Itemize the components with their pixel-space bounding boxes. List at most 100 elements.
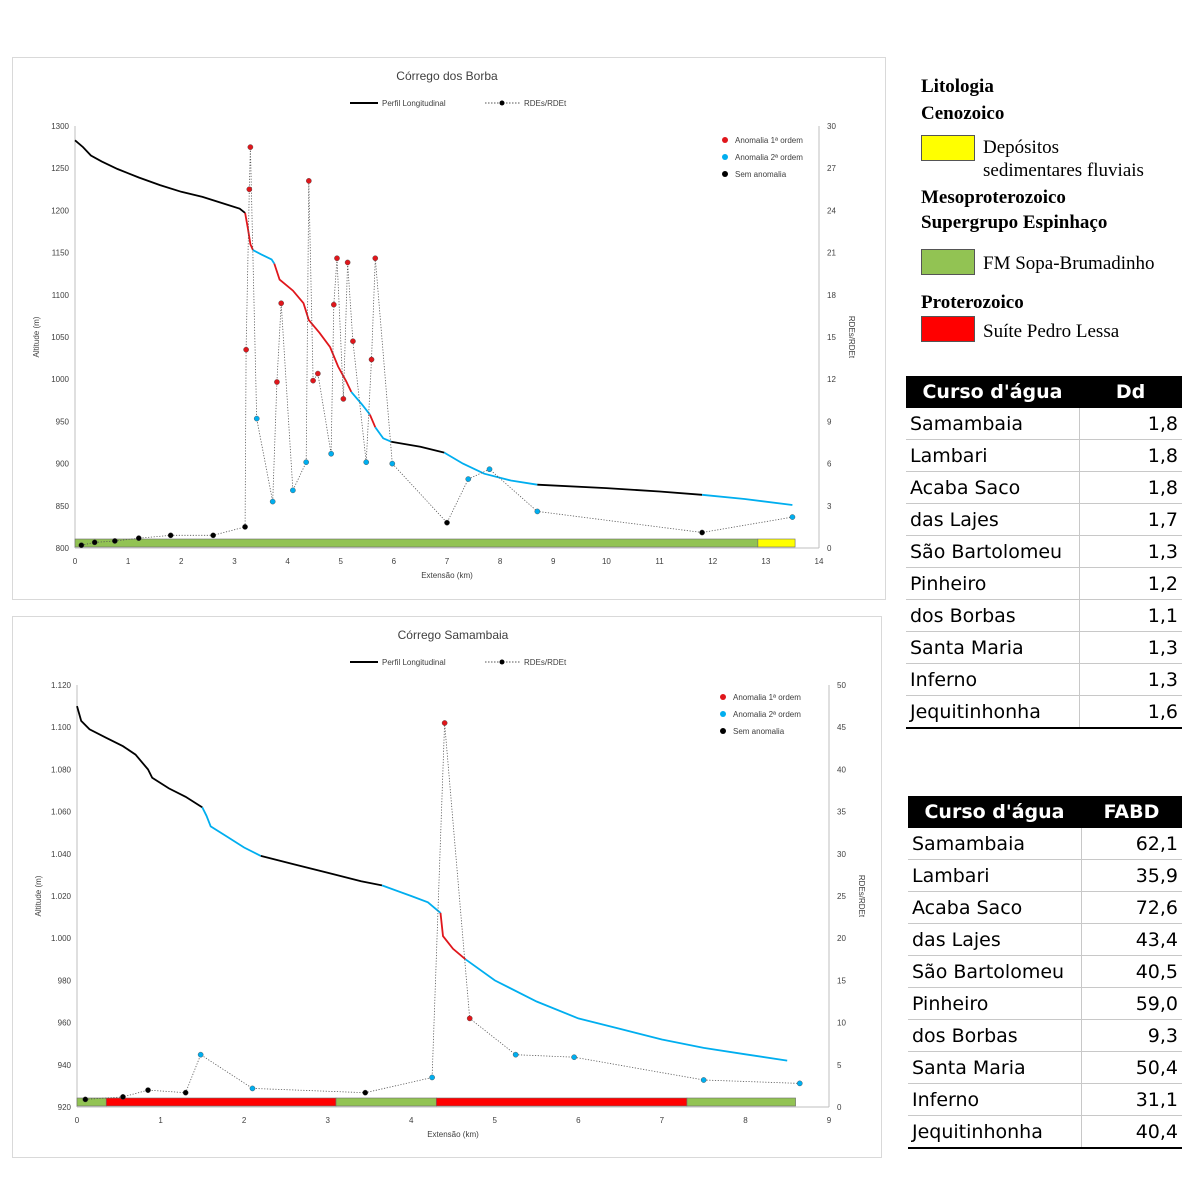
- table-dd-cell-name: Acaba Saco: [906, 471, 1079, 504]
- rde-point: [310, 377, 316, 384]
- table-dd-cell-name: São Bartolomeu: [906, 535, 1079, 568]
- rde-point: [269, 498, 276, 505]
- table-fabd-cell-name: Acaba Saco: [908, 891, 1081, 924]
- y-tick-label: 1.020: [51, 892, 72, 901]
- table-fabd-header-value: FABD: [1081, 796, 1182, 828]
- y2-tick-label: 18: [827, 291, 836, 300]
- legend-point-label: Anomalia 2ª ordem: [735, 153, 803, 162]
- rde-point: [210, 532, 216, 539]
- x-tick-label: 2: [179, 557, 184, 566]
- y-tick-label: 1.120: [51, 681, 72, 690]
- legend-rde-marker: [499, 100, 505, 106]
- profile-segment: [244, 212, 254, 251]
- x-tick-label: 6: [576, 1116, 581, 1125]
- y-tick-label: 950: [56, 417, 70, 426]
- legend-point-marker: [722, 171, 728, 177]
- y-tick-label: 900: [56, 460, 70, 469]
- table-dd-cell-name: Pinheiro: [906, 567, 1079, 600]
- lithology-bar-segment: [74, 538, 759, 548]
- table-dd-row: Inferno 1,3: [906, 663, 1182, 696]
- table-fabd: Curso d'água FABD Samambaia 62,1 Lambari 35…: [908, 796, 1182, 1149]
- x-tick-label: 3: [325, 1116, 330, 1125]
- rde-point: [700, 1077, 707, 1083]
- x-tick-label: 1: [126, 557, 131, 566]
- depositos-swatch: [921, 135, 975, 161]
- y2-tick-label: 50: [837, 681, 846, 690]
- y2-tick-label: 0: [837, 1103, 842, 1112]
- y-tick-label: 850: [56, 502, 70, 511]
- profile-segment: [252, 249, 276, 265]
- table-fabd-cell-value: 31,1: [1080, 1083, 1182, 1116]
- legend-point-label: Anomalia 1ª ordem: [733, 693, 801, 702]
- rde-point: [796, 1080, 803, 1087]
- sopa-swatch: [921, 249, 975, 275]
- table-fabd-cell-value: 40,5: [1080, 955, 1182, 988]
- x-tick-label: 11: [655, 557, 664, 566]
- profile-segment: [537, 483, 703, 496]
- y2-tick-label: 15: [827, 333, 836, 342]
- y2-tick-label: 15: [837, 976, 846, 985]
- table-fabd-cell-name: Samambaia: [908, 828, 1081, 860]
- y-tick-label: 1.000: [51, 934, 72, 943]
- rde-point: [389, 460, 396, 467]
- table-dd-cell-value: 1,3: [1078, 535, 1182, 568]
- y-tick-label: 1300: [51, 122, 69, 131]
- y-tick-label: 1.040: [51, 850, 72, 859]
- profile-segment: [439, 912, 467, 960]
- y-tick-label: 1150: [52, 249, 70, 258]
- legend-point-marker: [720, 711, 726, 717]
- y2-axis-label: RDEs/RDEt: [857, 875, 866, 918]
- rde-point: [278, 300, 284, 307]
- table-fabd-cell-name: Lambari: [908, 859, 1081, 892]
- table-dd-cell-value: 1,7: [1078, 503, 1182, 536]
- rde-point: [363, 459, 370, 465]
- table-fabd-row: Lambari 35,9: [908, 859, 1182, 892]
- chart-samambaia: Córrego Samambaia Perfil Longitudinal RDEs…: [34, 628, 866, 1139]
- profile-segment: [369, 414, 377, 428]
- depositos-label-1: Depósitos: [983, 137, 1059, 158]
- table-dd-row: dos Borbas 1,1: [906, 599, 1182, 632]
- rde-point: [306, 178, 312, 184]
- rde-point: [112, 538, 118, 544]
- table-dd-header: Curso d'água Dd: [906, 376, 1182, 408]
- table-fabd-cell-value: 62,1: [1080, 828, 1182, 860]
- x-tick-label: 6: [392, 557, 397, 566]
- litologia-title: Litologia: [921, 76, 994, 97]
- legend-rde-marker: [499, 659, 505, 665]
- table-dd-row: Santa Maria 1,3: [906, 631, 1182, 664]
- table-dd-row: das Lajes 1,7: [906, 503, 1182, 536]
- y2-tick-label: 10: [837, 1019, 846, 1028]
- profile-segment: [201, 806, 262, 857]
- y-tick-label: 1000: [51, 375, 69, 384]
- table-dd-cell-value: 1,8: [1078, 471, 1182, 504]
- y-tick-label: 980: [58, 976, 72, 985]
- rde-point: [290, 487, 296, 494]
- table-fabd-row: dos Borbas 9,3: [908, 1019, 1182, 1052]
- rde-point: [362, 1089, 369, 1096]
- rde-point: [182, 1089, 189, 1096]
- table-dd-cell-name: dos Borbas: [906, 599, 1079, 632]
- table-dd-row: São Bartolomeu 1,3: [906, 535, 1182, 568]
- rde-point: [534, 508, 541, 515]
- rde-point: [789, 514, 796, 520]
- rde-point: [334, 255, 340, 262]
- x-tick-label: 9: [551, 557, 556, 566]
- table-fabd-cell-name: Jequitinhonha: [908, 1115, 1081, 1149]
- table-dd-row: Jequitinhonha 1,6: [906, 695, 1182, 729]
- x-tick-label: 7: [660, 1116, 665, 1125]
- rde-point: [368, 356, 375, 363]
- table-dd-header-name: Curso d'água: [906, 376, 1079, 408]
- table-fabd-row: Samambaia 62,1: [908, 828, 1182, 860]
- chart-borba: Córrego dos Borba Perfil Longitudinal RDEs…: [32, 69, 856, 580]
- table-fabd-cell-value: 40,4: [1080, 1115, 1182, 1149]
- x-tick-label: 2: [242, 1116, 247, 1125]
- y2-tick-label: 35: [837, 808, 846, 817]
- x-tick-label: 5: [338, 557, 343, 566]
- legend-point-marker: [722, 154, 728, 160]
- legend-top: Perfil Longitudinal RDEs/RDEt: [350, 99, 567, 108]
- x-tick-label: 3: [232, 557, 237, 566]
- profile-segment: [443, 451, 538, 486]
- y-tick-label: 1.080: [51, 765, 72, 774]
- legend-profile-label: Perfil Longitudinal: [382, 658, 446, 667]
- x-tick-label: 1: [158, 1116, 163, 1125]
